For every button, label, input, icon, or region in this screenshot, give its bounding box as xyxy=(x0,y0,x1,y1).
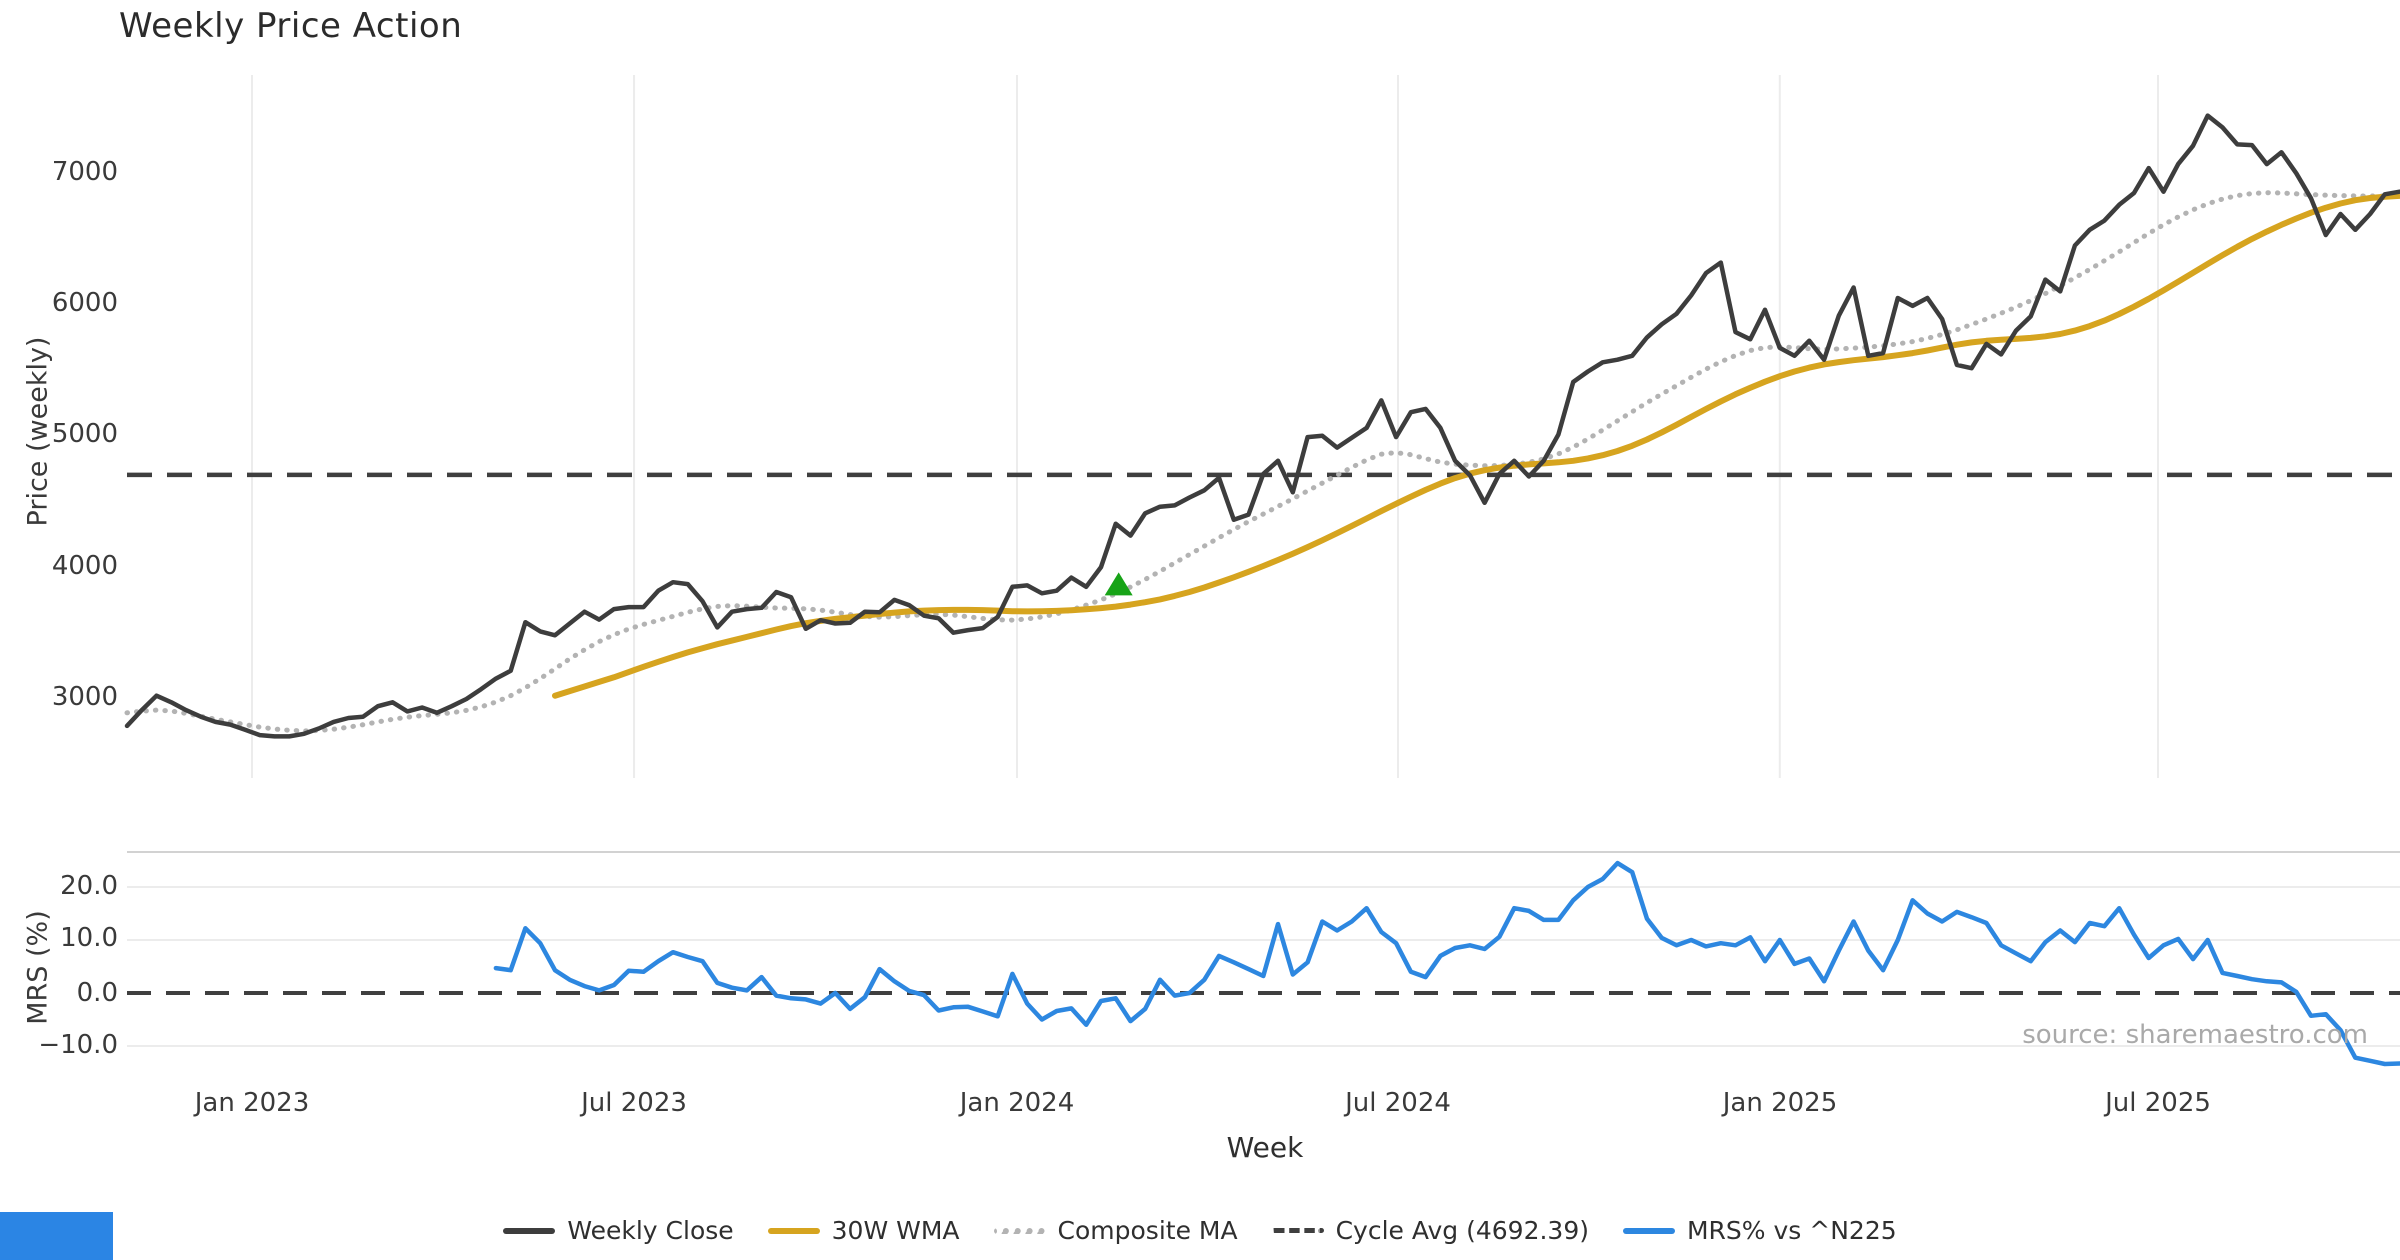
source-watermark: source: sharemaestro.com xyxy=(2022,1020,2368,1050)
x-tick-jul-2023: Jul 2023 xyxy=(581,1088,687,1118)
x-tick-jan-2025: Jan 2025 xyxy=(1722,1088,1838,1118)
x-tick-jul-2024: Jul 2024 xyxy=(1345,1088,1451,1118)
price-tick-7000: 7000 xyxy=(51,157,118,187)
legend-label: 30W WMA xyxy=(831,1216,960,1245)
legend-item-weekly-close: Weekly Close xyxy=(503,1216,734,1245)
mrs-tick-neg10: −10.0 xyxy=(38,1030,118,1060)
legend-label: MRS% vs ^N225 xyxy=(1686,1216,1897,1245)
composite-ma-swatch-icon xyxy=(993,1227,1046,1234)
legend-item-mrs: MRS% vs ^N225 xyxy=(1622,1216,1897,1245)
corner-accent-badge xyxy=(0,1212,113,1260)
x-axis-label: Week xyxy=(1226,1131,1304,1164)
cycle-avg-swatch-icon xyxy=(1271,1228,1324,1233)
price-tick-5000: 5000 xyxy=(51,419,118,449)
mrs-axis-label: MRS (%) xyxy=(22,910,54,1025)
mrs-tick-20: 20.0 xyxy=(60,871,118,901)
x-tick-jan-2023: Jan 2023 xyxy=(194,1088,310,1118)
mrs-line-swatch-icon xyxy=(1622,1227,1675,1234)
legend-item-30w-wma: 30W WMA xyxy=(767,1216,960,1245)
legend-label: Weekly Close xyxy=(567,1216,734,1245)
legend-item-cycle-avg: Cycle Avg (4692.39) xyxy=(1271,1216,1589,1245)
chart-title: Weekly Price Action xyxy=(119,6,463,46)
legend-label: Composite MA xyxy=(1057,1216,1238,1245)
price-tick-3000: 3000 xyxy=(51,682,118,712)
wma-line-swatch-icon xyxy=(767,1227,820,1234)
price-tick-6000: 6000 xyxy=(51,288,118,318)
weekly-close-line-swatch-icon xyxy=(503,1227,556,1234)
legend-item-composite-ma: Composite MA xyxy=(993,1216,1238,1245)
price-tick-4000: 4000 xyxy=(51,551,118,581)
legend-label: Cycle Avg (4692.39) xyxy=(1335,1216,1589,1245)
mrs-tick-10: 10.0 xyxy=(60,923,118,953)
legend: Weekly Close 30W WMA Composite MA Cycle … xyxy=(0,1216,2400,1245)
x-tick-jan-2024: Jan 2024 xyxy=(959,1088,1075,1118)
price-axis-label: Price (weekly) xyxy=(22,336,54,527)
x-tick-jul-2025: Jul 2025 xyxy=(2105,1088,2211,1118)
mrs-tick-0: 0.0 xyxy=(76,978,118,1008)
